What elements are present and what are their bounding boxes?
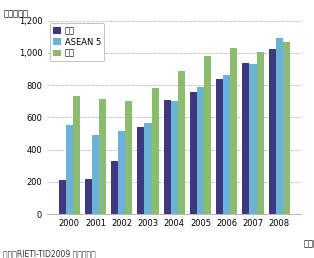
Text: （年）: （年） xyxy=(304,239,314,248)
Bar xyxy=(92,135,99,214)
Text: 資料：RIETI-TID2009 から作成。: 資料：RIETI-TID2009 から作成。 xyxy=(3,249,96,258)
Bar xyxy=(283,42,290,214)
Bar xyxy=(66,125,73,214)
Bar xyxy=(85,179,92,214)
Bar xyxy=(171,101,178,214)
Bar xyxy=(118,131,125,214)
Bar xyxy=(197,87,204,214)
Bar xyxy=(204,56,211,214)
Bar xyxy=(111,161,118,214)
Bar xyxy=(257,52,264,214)
Bar xyxy=(216,79,223,214)
Legend: 中国, ASEAN 5, 日本: 中国, ASEAN 5, 日本 xyxy=(50,23,104,61)
Bar xyxy=(144,123,152,214)
Bar xyxy=(190,92,197,214)
Bar xyxy=(178,71,185,214)
Bar xyxy=(164,100,171,214)
Bar xyxy=(242,62,249,214)
Bar xyxy=(99,99,106,214)
Bar xyxy=(223,75,230,214)
Bar xyxy=(276,38,283,214)
Bar xyxy=(59,180,66,214)
Bar xyxy=(138,127,144,214)
Text: （億ドル）: （億ドル） xyxy=(4,10,29,19)
Bar xyxy=(268,49,276,214)
Bar xyxy=(249,64,257,214)
Bar xyxy=(152,88,159,214)
Bar xyxy=(73,96,80,214)
Bar xyxy=(230,48,237,214)
Bar xyxy=(125,101,133,214)
